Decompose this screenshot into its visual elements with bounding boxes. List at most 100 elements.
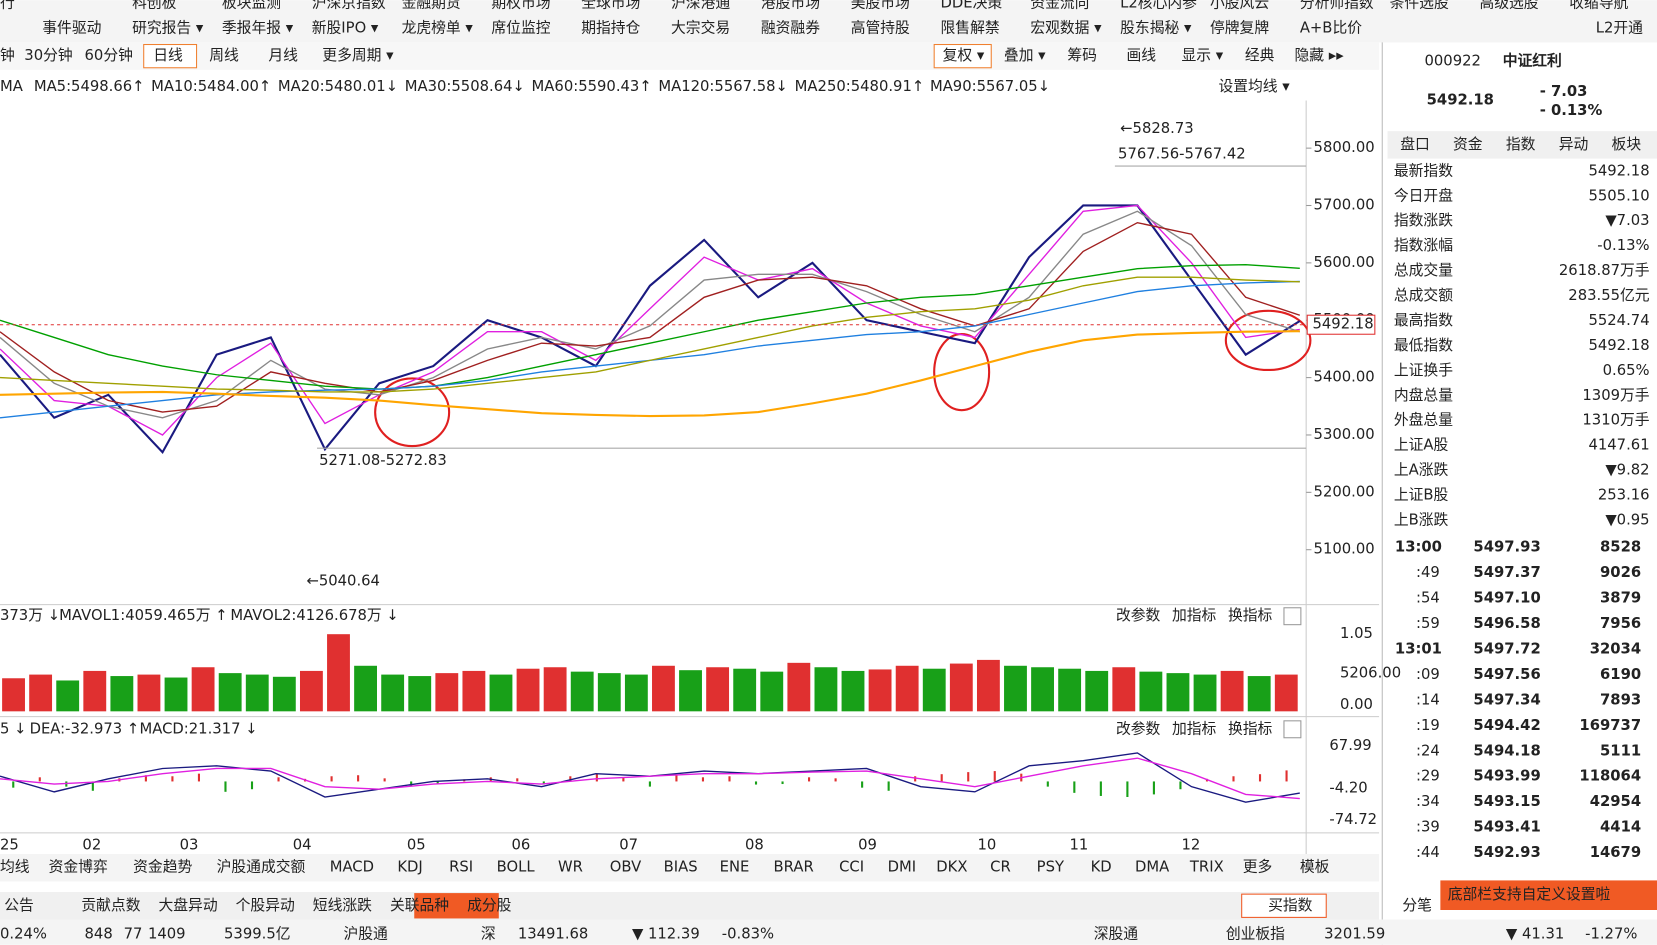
menu-item[interactable]: 沪深京指数 <box>312 0 386 11</box>
menu-item[interactable]: 大宗交易 <box>671 19 730 37</box>
menu-item[interactable]: L2核心内参 <box>1120 0 1197 11</box>
bottom-tab[interactable]: 公告 <box>4 897 34 914</box>
menu-item[interactable]: 沪深港通 <box>671 0 730 11</box>
indicator-tab[interactable]: OBV <box>610 859 641 876</box>
settings-button[interactable]: 设置均线 ▾ <box>1218 78 1290 95</box>
bottom-tab[interactable]: 大盘异动 <box>159 896 218 914</box>
menu-item[interactable]: 小股风云 <box>1210 0 1269 11</box>
menu-item[interactable]: 季报年报 ▾ <box>222 20 294 37</box>
indicator-tab[interactable]: BOLL <box>497 859 536 876</box>
panel-button[interactable]: 改参数 <box>1116 607 1161 624</box>
period-tab[interactable]: 60分钟 <box>85 47 133 64</box>
menu-item[interactable]: 分析师指数 <box>1300 0 1374 11</box>
quote-tab[interactable]: 资金 <box>1453 136 1483 153</box>
detail-tab[interactable]: 分笔 <box>1402 897 1432 914</box>
menu-item[interactable]: 融资融券 <box>761 20 820 37</box>
menu-item[interactable]: 收缩导航 <box>1569 0 1628 11</box>
tool-button[interactable]: 叠加 ▾ <box>1004 47 1046 64</box>
bottom-tab[interactable]: 贡献点数 <box>81 897 140 914</box>
indicator-tab[interactable]: 资金趋势 <box>133 859 192 876</box>
buy-button[interactable] <box>1241 893 1327 918</box>
indicator-tab[interactable]: BIAS <box>664 859 698 876</box>
bottom-tab[interactable]: 短线涨跌 <box>313 897 372 914</box>
panel-button[interactable]: 换指标 <box>1228 607 1273 624</box>
menu-item[interactable]: 条件选股 <box>1390 0 1449 11</box>
bottom-tab[interactable]: 成分股 <box>467 897 512 914</box>
menu-item[interactable]: 金融期货 <box>402 0 461 11</box>
indicator-tab[interactable]: WR <box>558 859 583 876</box>
indicator-tab[interactable]: DKX <box>936 859 967 876</box>
indicator-tab[interactable]: 资金博弈 <box>49 859 108 876</box>
indicator-tab[interactable]: KD <box>1091 859 1112 876</box>
indicator-tab[interactable]: CR <box>990 859 1011 876</box>
tool-button[interactable]: 筹码 <box>1067 47 1097 64</box>
tool-button[interactable]: 隐藏 ▸▸ <box>1295 47 1345 64</box>
menu-item[interactable]: 研究报告 ▾ <box>132 20 204 37</box>
period-tab[interactable]: 更多周期 ▾ <box>322 47 394 64</box>
menu-item[interactable]: 期指持仓 <box>581 20 640 37</box>
indicator-tab[interactable]: ENE <box>720 859 750 876</box>
quote-tab[interactable]: 盘口 <box>1400 135 1430 153</box>
indicator-tab[interactable]: 沪股通成交额 <box>217 858 306 876</box>
menu-item[interactable]: 事件驱动 <box>42 20 101 37</box>
indicator-tab[interactable]: DMA <box>1135 859 1169 876</box>
status-item: 77 <box>124 925 143 942</box>
panel-button[interactable]: 加指标 <box>1172 720 1217 737</box>
menu-item[interactable]: 宏观数据 ▾ <box>1030 20 1102 37</box>
indicator-tab[interactable]: RSI <box>449 859 473 876</box>
toast[interactable] <box>1440 880 1657 910</box>
tick-time: :09 <box>1416 666 1440 683</box>
legend-entry: MA30:5508.64↓ <box>405 78 525 95</box>
menu-item[interactable]: DDE决策 <box>941 0 1003 11</box>
period-tab[interactable]: 周线 <box>209 47 239 64</box>
menu-item[interactable]: 股东揭秘 ▾ <box>1120 20 1192 37</box>
menu-item[interactable]: 停牌复牌 <box>1210 19 1269 37</box>
period-tab[interactable]: 日线 <box>153 47 183 64</box>
indicator-tab[interactable]: 更多 <box>1243 859 1273 876</box>
menu-item[interactable]: 板块监测 <box>222 0 281 11</box>
menu-link[interactable]: L2开通 <box>1596 20 1643 37</box>
menu-item[interactable]: A+B比价 <box>1300 20 1362 37</box>
quote-tab[interactable]: 指数 <box>1506 136 1536 153</box>
indicator-tab[interactable]: PSY <box>1037 859 1065 876</box>
tool-button[interactable]: 显示 ▾ <box>1181 47 1223 64</box>
menu-item[interactable]: 资金流向 <box>1030 0 1089 11</box>
menu-item[interactable]: 龙虎榜单 ▾ <box>402 20 474 37</box>
tool-button[interactable]: 复权 ▾ <box>943 46 985 64</box>
indicator-tab[interactable]: MACD <box>330 859 374 876</box>
menu-item[interactable]: 全球市场 <box>581 0 640 11</box>
indicator-tab[interactable]: DMI <box>888 859 917 876</box>
buy-button-label[interactable]: 买指数 <box>1268 897 1313 914</box>
indicator-tab[interactable]: BRAR <box>774 859 814 876</box>
bottom-tab[interactable]: 关联品种 <box>390 897 449 914</box>
close-button[interactable] <box>1283 720 1302 739</box>
menu-item[interactable]: 高级选股 <box>1479 0 1538 11</box>
menu-item[interactable]: 港股市场 <box>761 0 820 11</box>
quote-tab[interactable]: 板块 <box>1612 135 1642 153</box>
menu-item[interactable]: 期权市场 <box>491 0 550 11</box>
tool-button[interactable]: 经典 <box>1245 47 1275 64</box>
menu-item[interactable]: 高管持股 <box>851 20 910 37</box>
close-button[interactable] <box>1283 607 1302 626</box>
menu-item[interactable]: 席位监控 <box>491 20 550 37</box>
panel-button[interactable]: 加指标 <box>1172 607 1217 624</box>
panel-button[interactable]: 换指标 <box>1228 720 1273 737</box>
indicator-tab[interactable]: CCI <box>839 859 864 876</box>
tick-time: :14 <box>1416 691 1440 708</box>
period-tab[interactable]: 钟 <box>0 47 15 64</box>
menu-item[interactable]: 行 <box>0 0 15 11</box>
menu-item[interactable]: 限售解禁 <box>941 20 1000 37</box>
menu-item[interactable]: 新股IPO ▾ <box>312 20 379 37</box>
indicator-tab[interactable]: 均线 <box>0 859 30 876</box>
menu-item[interactable]: 科创板 <box>132 0 177 11</box>
indicator-tab[interactable]: KDJ <box>397 859 422 876</box>
indicator-tab[interactable]: 模板 <box>1300 858 1330 876</box>
panel-button[interactable]: 改参数 <box>1116 720 1161 737</box>
tool-button[interactable]: 画线 <box>1127 47 1157 64</box>
quote-tab[interactable]: 异动 <box>1559 136 1589 153</box>
period-tab[interactable]: 月线 <box>268 47 298 64</box>
indicator-tab[interactable]: TRIX <box>1189 859 1224 876</box>
period-tab[interactable]: 30分钟 <box>24 47 72 64</box>
bottom-tab[interactable]: 个股异动 <box>236 897 295 914</box>
menu-item[interactable]: 美股市场 <box>851 0 910 11</box>
